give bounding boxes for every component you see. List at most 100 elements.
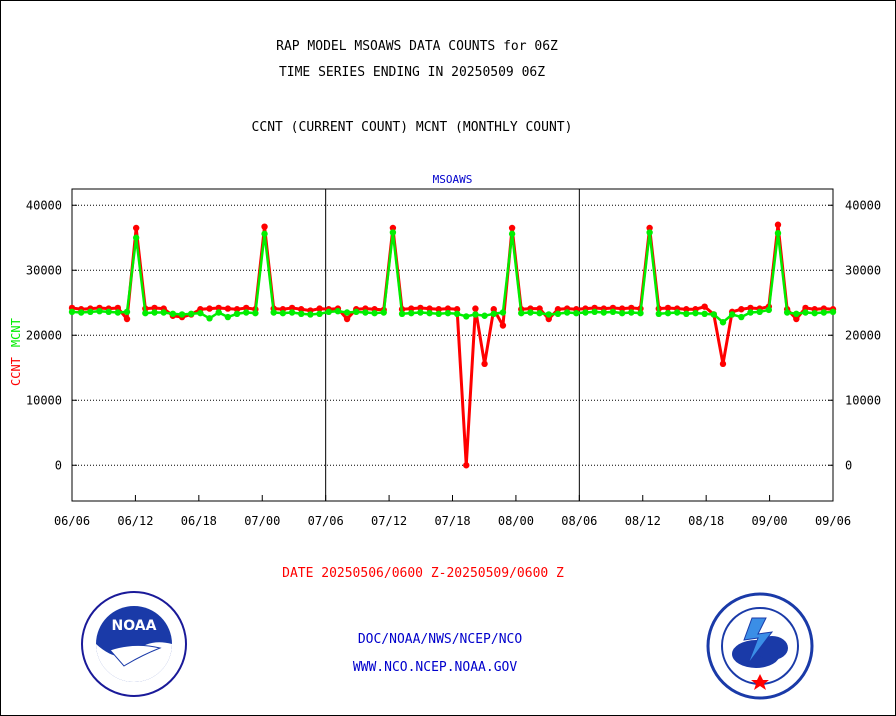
series-point-mcnt (591, 308, 598, 316)
series-point-ccnt (114, 304, 122, 312)
series-point-ccnt (316, 305, 323, 312)
series-point-mcnt (508, 230, 516, 238)
series-point-mcnt (829, 308, 837, 316)
series-point-mcnt (353, 308, 360, 316)
series-point-mcnt (618, 309, 626, 317)
series-point-mcnt (224, 313, 232, 321)
series-point-mcnt (408, 309, 415, 317)
series-point-ccnt (499, 322, 507, 329)
org-path: DOC/NOAA/NWS/NCEP/NCO (357, 632, 523, 647)
nws-seal-icon (706, 592, 814, 700)
noaa-seal-icon: NOAA (81, 591, 187, 697)
series-point-ccnt (481, 360, 488, 368)
date-range: DATE 20250506/0600 Z-20250509/0600 Z (282, 566, 564, 581)
series-point-ccnt (453, 306, 461, 313)
series-line-ccnt (71, 223, 834, 467)
x-tick-label: 06/06 (54, 514, 90, 528)
series-point-mcnt (628, 309, 635, 316)
series-point-ccnt (490, 306, 497, 313)
series-point-mcnt (151, 309, 158, 316)
series-point-mcnt (371, 309, 378, 317)
series-point-ccnt (747, 304, 754, 312)
series-point-mcnt (738, 313, 745, 321)
series-point-mcnt (435, 310, 442, 317)
series-point-mcnt (655, 310, 662, 317)
series-point-mcnt (343, 309, 351, 316)
series-point-mcnt (820, 309, 828, 316)
series-point-mcnt (728, 311, 736, 318)
series-point-mcnt (600, 309, 607, 316)
series-point-mcnt (325, 308, 332, 316)
series-point-mcnt (380, 309, 387, 316)
x-tick-label: 07/00 (244, 514, 280, 528)
series-point-mcnt (472, 311, 479, 318)
series-point-mcnt (243, 309, 250, 316)
series-point-ccnt (123, 315, 131, 323)
series-point-ccnt (233, 306, 241, 313)
series-point-mcnt (747, 309, 754, 316)
series-point-ccnt (628, 304, 635, 312)
series-point-ccnt (802, 304, 809, 312)
series-point-mcnt (307, 311, 314, 318)
series-point-mcnt (187, 310, 195, 317)
y-tick-label-left: 40000 (26, 198, 62, 212)
series-point-ccnt (288, 304, 296, 312)
y-axis-label-ccnt: CCNT (9, 357, 23, 386)
series-point-ccnt (215, 304, 222, 312)
y-axis-label-mcnt: MCNT (9, 318, 23, 347)
series-point-mcnt (288, 309, 296, 316)
series-point-mcnt (160, 309, 167, 316)
x-tick-label: 09/06 (815, 514, 851, 528)
series-point-ccnt (793, 315, 800, 323)
x-tick-label: 06/18 (181, 514, 217, 528)
series-point-ccnt (408, 305, 415, 312)
series-point-ccnt (554, 306, 562, 313)
x-tick-label: 08/00 (498, 514, 534, 528)
series-point-mcnt (362, 309, 369, 316)
series-point-ccnt (298, 306, 305, 313)
series-point-ccnt (435, 306, 442, 313)
header-subtitle: TIME SERIES ENDING IN 20250509 06Z (278, 65, 546, 80)
series-point-mcnt (206, 315, 213, 322)
y-tick-label-left: 10000 (26, 393, 62, 407)
series-point-mcnt (673, 309, 681, 316)
series-point-mcnt (96, 308, 103, 315)
series-point-mcnt (756, 308, 763, 316)
series-point-ccnt (206, 305, 213, 312)
series-point-mcnt (77, 309, 85, 316)
nco-url[interactable]: WWW.NCO.NCEP.NOAA.GOV (352, 660, 518, 675)
series-point-mcnt (563, 309, 571, 316)
series-point-mcnt (683, 310, 690, 317)
chart-title: MSOAWS (433, 173, 473, 186)
series-point-ccnt (444, 305, 452, 312)
series-point-ccnt (536, 305, 543, 312)
series-point-mcnt (426, 309, 433, 317)
series-point-mcnt (316, 310, 323, 317)
series-point-mcnt (398, 310, 406, 317)
x-tick-label: 07/18 (434, 514, 470, 528)
series-point-mcnt (417, 309, 424, 316)
series-point-mcnt (490, 310, 497, 317)
y-tick-label-right: 40000 (845, 198, 881, 212)
series-point-mcnt (637, 309, 644, 317)
series-point-ccnt (508, 224, 516, 232)
series-point-mcnt (444, 309, 452, 317)
series-point-mcnt (710, 311, 718, 318)
series-point-ccnt (545, 315, 552, 323)
y-tick-label-right: 30000 (845, 263, 881, 277)
series-point-mcnt (719, 319, 727, 326)
series-point-mcnt (692, 309, 699, 317)
series-point-mcnt (252, 309, 259, 317)
series-point-ccnt (646, 224, 653, 232)
y-tick-label-left: 30000 (26, 263, 62, 277)
series-point-ccnt (719, 360, 727, 368)
series-point-ccnt (132, 224, 140, 232)
x-tick-label: 06/12 (117, 514, 153, 528)
series-point-mcnt (270, 309, 277, 316)
series-point-mcnt (774, 230, 782, 237)
series-point-ccnt (389, 224, 397, 232)
header-legend-desc: CCNT (CURRENT COUNT) MCNT (MONTHLY COUNT… (251, 120, 573, 135)
series-point-mcnt (527, 309, 534, 316)
series-point-ccnt (463, 462, 470, 469)
